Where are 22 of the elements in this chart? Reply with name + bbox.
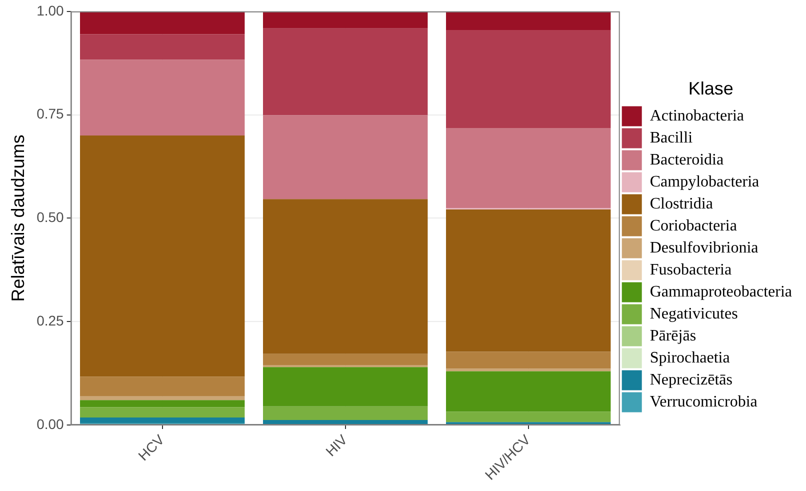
legend-label: Fusobacteria [650,262,732,279]
legend-label: Actinobacteria [650,108,744,125]
legend-label: Negativicutes [650,306,738,323]
legend-title: Klase [688,78,734,99]
y-tick-label: 0.50 [36,209,64,226]
y-tick-label: 0.75 [36,106,64,122]
legend-label: Campylobacteria [650,174,760,191]
y-tick-label: 0.00 [36,416,64,432]
legend-label: Desulfovibrionia [650,240,758,257]
y-axis-title: Relatīvais daudzums [8,134,28,302]
legend-label: Coriobacteria [650,218,737,235]
legend-label: Gammaproteobacteria [650,284,792,301]
y-tick-label: 1.00 [36,2,64,18]
legend-label: Spirochaetia [650,350,730,367]
legend-label: Pārējās [650,328,696,345]
legend-label: Bacteroidia [650,152,724,169]
legend-label: Clostridia [650,196,713,213]
legend-label: Neprecizētās [650,372,732,389]
legend-label: Bacilli [650,130,694,147]
y-tick-label: 0.25 [36,312,64,328]
x-tick-label: HIV [322,430,351,460]
legend-label: Verrucomicrobia [650,394,758,411]
